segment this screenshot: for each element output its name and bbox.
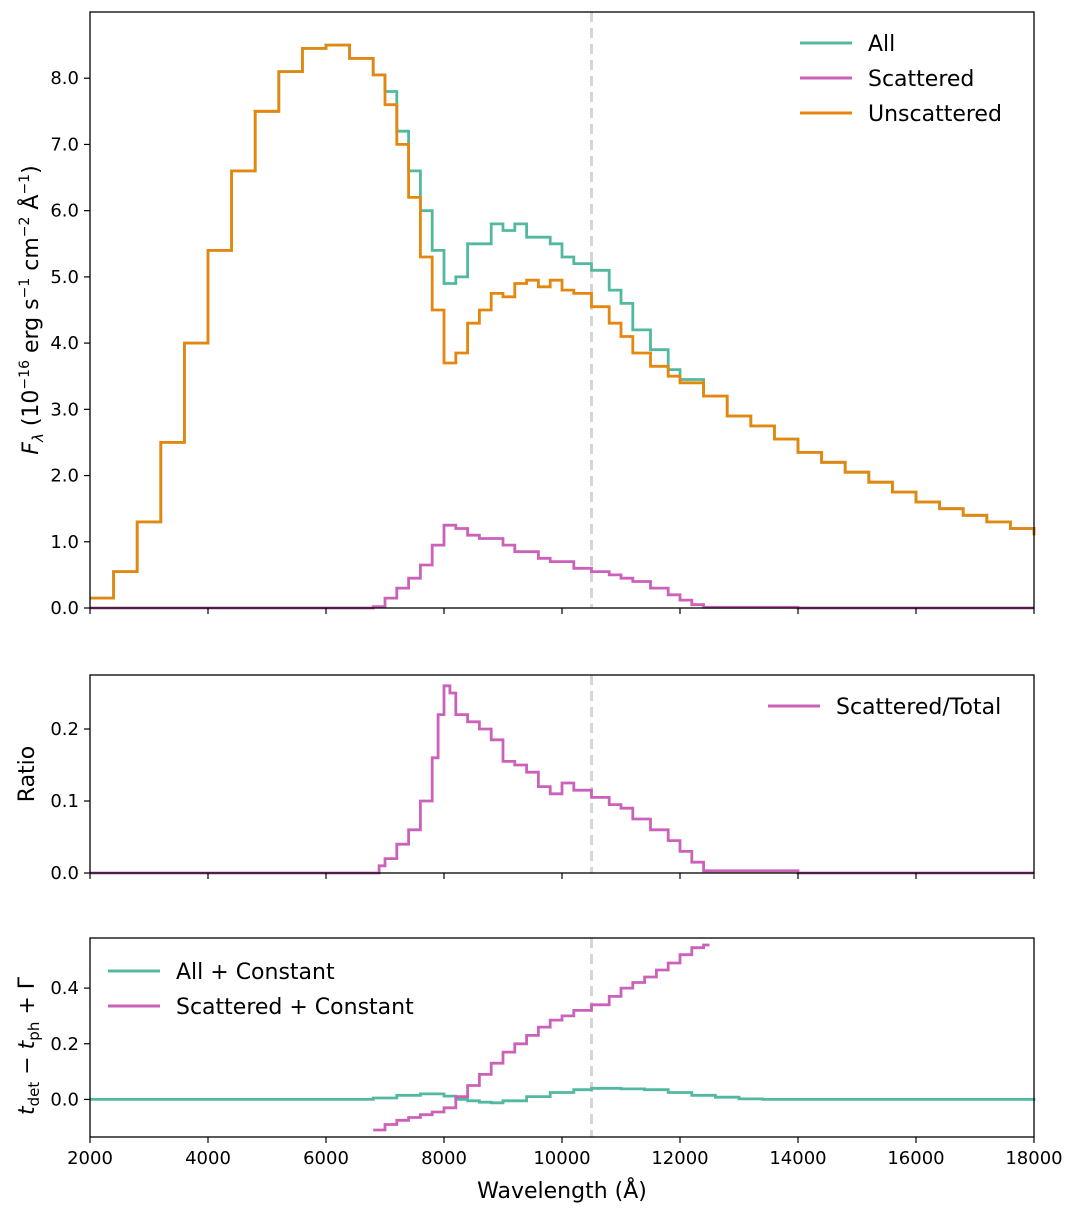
x-tick-label: 8000 <box>421 1148 467 1169</box>
x-axis-label: Wavelength (Å) <box>477 1177 647 1204</box>
x-tick-label: 16000 <box>887 1148 944 1169</box>
ratio-y-axis-label: Ratio <box>15 746 40 802</box>
flux-y-tick-label: 4.0 <box>50 333 79 354</box>
ratio-legend-label-scattered-total: Scattered/Total <box>836 695 1001 720</box>
ratio-y-tick-label: 0.2 <box>50 719 79 740</box>
flux-y-tick-label: 5.0 <box>50 267 79 288</box>
flux-legend-label-unscattered: Unscattered <box>868 102 1002 127</box>
flux-y-tick-label: 6.0 <box>50 201 79 222</box>
flux-y-axis-label: Fλ (10−16 erg s−1 cm−2 Å−1) <box>17 165 47 454</box>
delay-y-tick-label: 0.4 <box>50 978 79 999</box>
flux-legend-label-scattered: Scattered <box>868 67 974 92</box>
flux-y-tick-label: 7.0 <box>50 134 79 155</box>
delay-panel: 2000 4000 6000 8000 10000 12000 14000 16000 1800… <box>15 937 1063 1204</box>
delay-y-tick-label: 0.2 <box>50 1034 79 1055</box>
x-tick-label: 10000 <box>533 1148 590 1169</box>
ratio-series-scattered-total <box>90 684 1034 875</box>
x-tick-label: 6000 <box>303 1148 349 1169</box>
flux-series-scattered <box>90 523 1034 610</box>
flux-y-tick-label: 8.0 <box>50 68 79 89</box>
delay-y-tick-label: 0.0 <box>50 1089 79 1110</box>
delay-legend-label-all-constant: All + Constant <box>176 960 335 985</box>
delay-series-scattered-constant <box>373 943 710 1132</box>
flux-series-unscattered <box>90 43 1036 600</box>
ratio-panel: 0.0 0.1 0.2 Scattered/Total Ratio <box>15 674 1035 884</box>
delay-legend: All + Constant Scattered + Constant <box>108 960 414 1020</box>
x-tick-label: 12000 <box>651 1148 708 1169</box>
flux-y-tick-label: 1.0 <box>50 532 79 553</box>
flux-y-tick-label: 3.0 <box>50 399 79 420</box>
flux-legend: All Scattered Unscattered <box>800 32 1002 127</box>
delay-y-axis-label: tdet − tph + Γ <box>15 976 43 1115</box>
flux-series-all <box>90 43 1036 600</box>
flux-panel: 0.0 1.0 2.0 3.0 4.0 5.0 6.0 7.0 8.0 All Scattered… <box>17 11 1036 619</box>
flux-y-tick-label: 2.0 <box>50 466 79 487</box>
flux-legend-label-all: All <box>868 32 895 57</box>
delay-legend-label-scattered-constant: Scattered + Constant <box>176 995 414 1020</box>
x-tick-label: 14000 <box>769 1148 826 1169</box>
flux-y-tick-label: 0.0 <box>50 598 79 619</box>
x-tick-label: 4000 <box>185 1148 231 1169</box>
ratio-legend: Scattered/Total <box>768 695 1001 720</box>
ratio-y-tick-label: 0.0 <box>50 863 79 884</box>
x-tick-label: 18000 <box>1005 1148 1062 1169</box>
x-tick-label: 2000 <box>67 1148 113 1169</box>
delay-series-all-constant <box>90 1086 1036 1105</box>
ratio-y-tick-label: 0.1 <box>50 791 79 812</box>
